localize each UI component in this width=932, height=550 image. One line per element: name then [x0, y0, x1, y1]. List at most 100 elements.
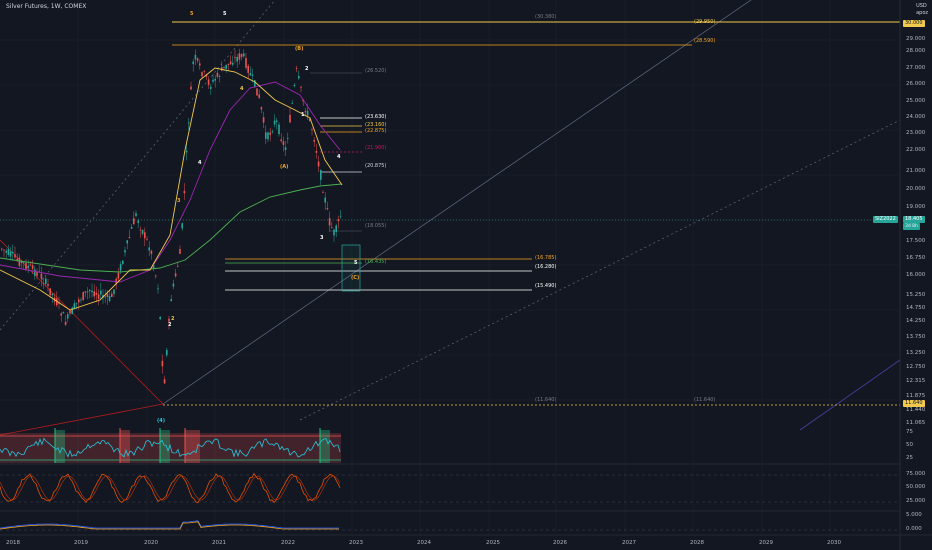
price-tick: 11.065 [906, 420, 926, 426]
macd-tick: 5.000 [906, 512, 922, 518]
candle-body [7, 249, 10, 255]
level-label[interactable]: (20.875) [365, 163, 387, 169]
candle-body [80, 299, 82, 301]
candle-body [183, 190, 186, 194]
candle-body [31, 265, 34, 269]
wave-label[interactable]: 2 [168, 322, 172, 328]
candle-body [64, 321, 67, 325]
macd-panel [0, 520, 900, 531]
level-label[interactable]: (28.590) [694, 38, 716, 44]
stoch-tick: 75.000 [906, 471, 926, 477]
level-label[interactable]: (23.630) [365, 114, 387, 120]
candle-body [309, 118, 311, 121]
candle-body [93, 291, 95, 297]
level-label[interactable]: (21.900) [365, 145, 387, 151]
time-tick: 2025 [486, 540, 500, 546]
channel-main[interactable] [162, 0, 780, 405]
candle-body [42, 283, 45, 285]
level-label[interactable]: (26.520) [365, 68, 387, 74]
wave-label[interactable]: (4) [157, 418, 166, 424]
candle-body [234, 56, 236, 58]
candle-body [280, 139, 282, 142]
candle-body [124, 250, 126, 253]
time-tick: 2030 [827, 540, 841, 546]
currency-code: USD [916, 3, 927, 9]
red-line-b[interactable] [0, 403, 164, 436]
rsi-tick: 25 [906, 455, 913, 461]
candle-body [331, 227, 333, 229]
candle-body [210, 86, 212, 89]
wave-label[interactable]: 4 [240, 86, 244, 92]
rsi-tick: 50 [906, 442, 913, 448]
candle-body [216, 72, 219, 77]
candle-body [16, 258, 18, 260]
candle-body [339, 215, 342, 217]
wave-label[interactable]: 2 [305, 66, 309, 72]
candle-body [333, 229, 335, 236]
candle-body [137, 220, 139, 223]
candle-body [207, 79, 210, 85]
candle-body [29, 264, 32, 266]
wave-label[interactable]: 5 [354, 260, 358, 266]
candle-body [256, 88, 258, 96]
level-label[interactable]: (11.640) [694, 397, 716, 403]
candle-body [144, 232, 146, 239]
channel-upper[interactable] [0, 0, 276, 331]
price-tick: 13.250 [906, 350, 926, 356]
level-label[interactable]: (22.875) [365, 128, 387, 134]
level-label[interactable]: (30.380) [535, 14, 557, 20]
level-label[interactable]: (15.490) [535, 283, 557, 289]
candle-body [3, 249, 5, 251]
level-label[interactable]: (11.640) [535, 397, 557, 403]
candle-body [5, 250, 7, 253]
wave-label[interactable]: 3 [177, 198, 181, 204]
candle-body [122, 260, 124, 264]
candle-body [45, 278, 47, 284]
candle-body [67, 314, 69, 319]
candle-body [212, 79, 214, 82]
channel-lower[interactable] [299, 119, 901, 421]
wave-label[interactable]: 5 [223, 11, 227, 17]
candle-body [9, 251, 12, 257]
candle-body [322, 192, 324, 193]
candle-body [117, 272, 120, 279]
candle-body [104, 296, 106, 298]
wave-label[interactable]: 5 [190, 11, 194, 17]
channel-purple[interactable] [799, 359, 901, 431]
wave-label[interactable]: (B) [295, 46, 304, 52]
price-tick: 20.000 [906, 186, 926, 192]
wave-label[interactable]: 2 [171, 316, 175, 322]
target-box[interactable] [341, 244, 361, 292]
currency-label[interactable]: USD apoz [916, 3, 928, 17]
wave-label[interactable]: 4 [337, 154, 341, 160]
level-label[interactable]: (18.055) [365, 223, 387, 229]
candle-body [73, 303, 76, 309]
time-tick: 2021 [212, 540, 226, 546]
wave-label[interactable]: (C) [351, 275, 360, 281]
candle-body [139, 229, 142, 231]
price-tick: 26.000 [906, 81, 926, 87]
level-label[interactable]: (23.160) [365, 122, 387, 128]
candle-body [23, 262, 25, 264]
red-line-a[interactable] [0, 239, 164, 405]
wave-label[interactable]: 1 [301, 112, 305, 118]
candle-body [163, 379, 166, 384]
level-label[interactable]: (16.280) [535, 264, 557, 270]
candle-body [172, 283, 175, 287]
level-label[interactable]: (29.950) [694, 19, 716, 25]
level-label[interactable]: (16.785) [535, 255, 557, 261]
candle-body [203, 70, 205, 72]
level-label[interactable]: (16.435) [365, 259, 387, 265]
wave-label[interactable]: 4 [198, 160, 202, 166]
symbol-title: Silver Futures, 1W, COMEX [6, 3, 87, 10]
candle-body [254, 80, 256, 87]
wave-label[interactable]: (A) [280, 164, 289, 170]
time-tick: 2027 [622, 540, 636, 546]
wave-label[interactable]: 3 [320, 235, 324, 241]
candle-body [289, 114, 291, 123]
candle-body [192, 61, 194, 65]
candle-body [152, 265, 155, 269]
candle-body [227, 63, 230, 65]
candle-body [111, 293, 113, 297]
